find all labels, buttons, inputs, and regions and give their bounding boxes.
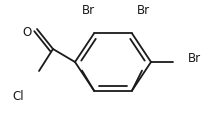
Text: Br: Br bbox=[188, 51, 201, 65]
Text: Br: Br bbox=[136, 3, 150, 17]
Text: Br: Br bbox=[81, 3, 95, 17]
Text: O: O bbox=[22, 26, 32, 39]
Text: Cl: Cl bbox=[12, 90, 24, 103]
